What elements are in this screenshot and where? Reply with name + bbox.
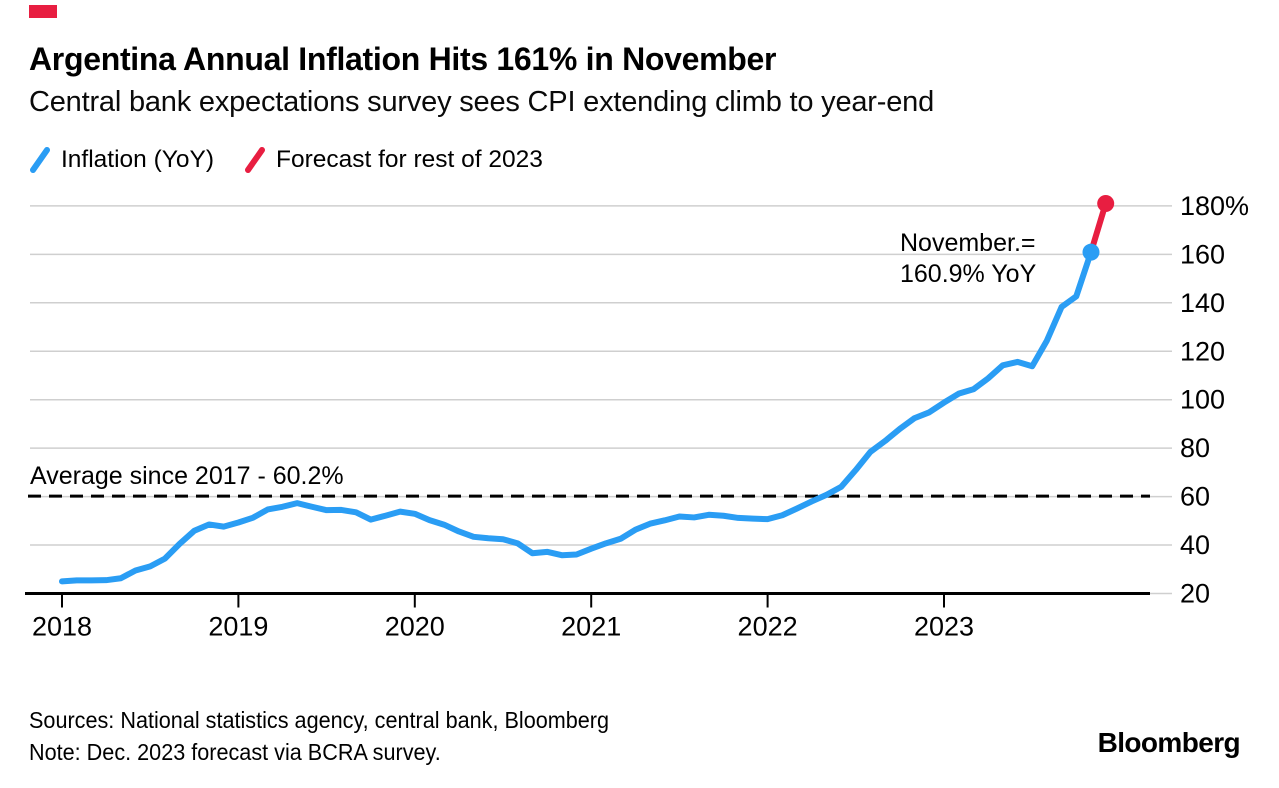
bloomberg-logo: Bloomberg — [1097, 727, 1241, 758]
y-axis-tick-label: 100 — [1180, 385, 1225, 415]
footer: Sources: National statistics agency, cen… — [29, 704, 609, 768]
legend: Inflation (YoY) Forecast for rest of 202… — [29, 146, 543, 174]
average-line-label: Average since 2017 - 60.2% — [30, 462, 344, 490]
y-axis-tick-label: 120 — [1180, 336, 1225, 366]
x-axis-tick-label: 2018 — [32, 612, 92, 642]
x-axis-tick-label: 2019 — [208, 612, 268, 642]
forecast-end-dot — [1097, 194, 1115, 212]
red-accent-mark — [29, 5, 57, 18]
blue-slash-icon — [30, 147, 50, 173]
legend-item-inflation: Inflation (YoY) — [29, 146, 214, 174]
chart-subtitle: Central bank expectations survey sees CP… — [29, 86, 935, 118]
red-slash-icon — [245, 147, 265, 173]
annotation-line-1: November.= — [900, 229, 1036, 257]
footer-sources: Sources: National statistics agency, cen… — [29, 707, 610, 733]
y-axis-tick-label: 80 — [1180, 433, 1210, 463]
y-axis-tick-label: 40 — [1180, 530, 1210, 560]
y-axis-tick-label: 180% — [1180, 191, 1249, 221]
inflation-line — [59, 249, 1094, 585]
legend-label-forecast: Forecast for rest of 2023 — [276, 146, 543, 173]
legend-item-forecast: Forecast for rest of 2023 — [244, 146, 543, 174]
x-axis-tick-label: 2022 — [738, 612, 798, 642]
x-axis-tick-label: 2023 — [914, 612, 974, 642]
legend-label-inflation: Inflation (YoY) — [61, 146, 214, 173]
inflation-end-dot — [1082, 243, 1100, 261]
november-annotation: November.= 160.9% YoY — [900, 228, 1036, 290]
y-axis-tick-label: 60 — [1180, 482, 1210, 512]
x-axis-tick-label: 2020 — [385, 612, 445, 642]
annotation-line-2: 160.9% YoY — [900, 260, 1037, 288]
chart-title: Argentina Annual Inflation Hits 161% in … — [29, 41, 777, 77]
y-axis-tick-label: 20 — [1180, 579, 1210, 609]
footer-note: Note: Dec. 2023 forecast via BCRA survey… — [29, 739, 441, 765]
x-axis-tick-label: 2021 — [561, 612, 621, 642]
y-axis-tick-label: 140 — [1180, 288, 1225, 318]
y-axis-tick-label: 160 — [1180, 239, 1225, 269]
